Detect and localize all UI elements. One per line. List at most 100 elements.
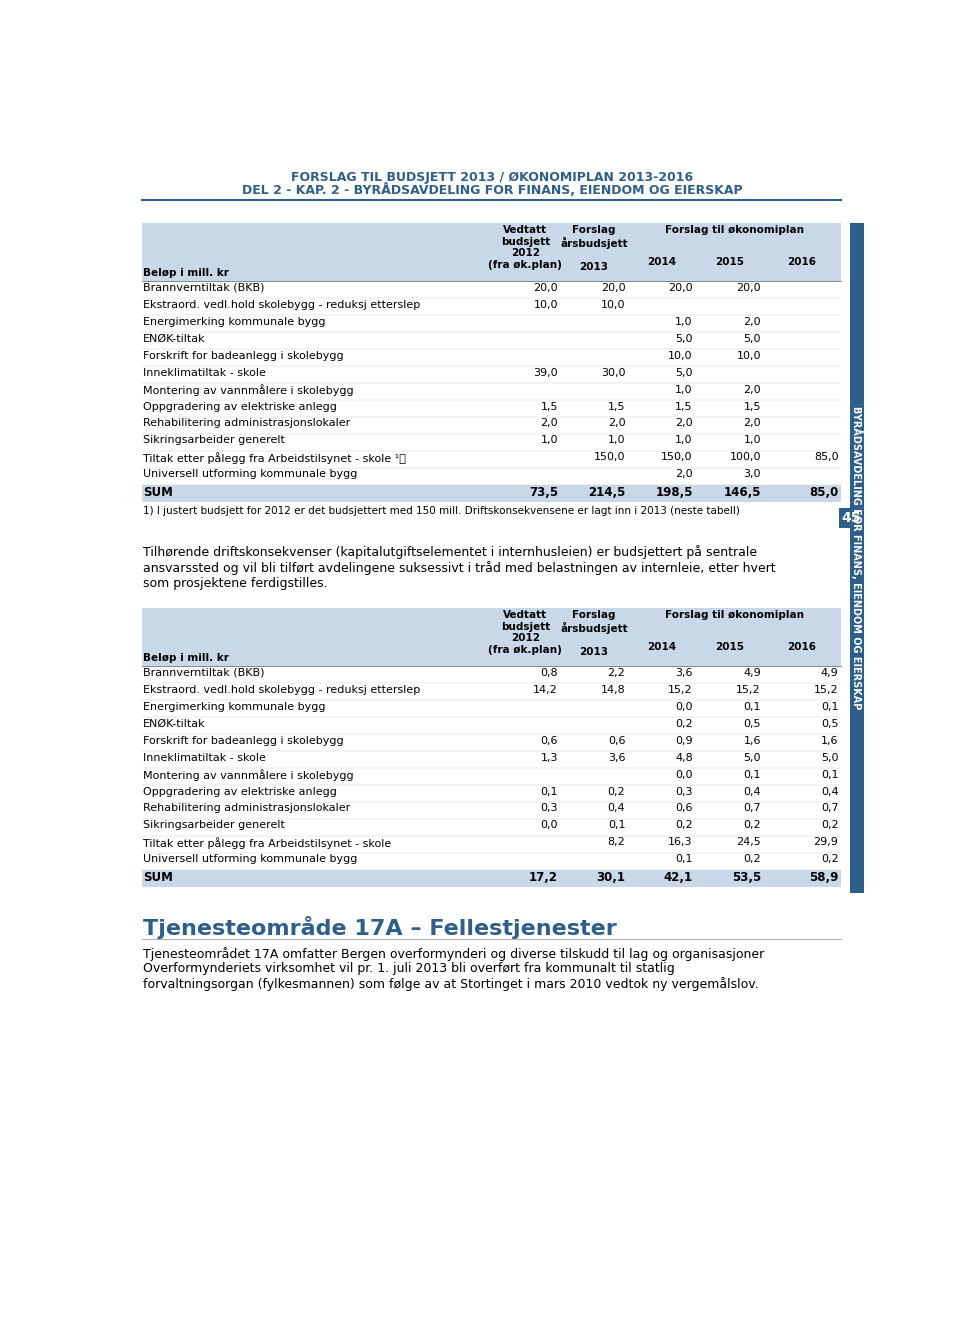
Text: Montering av vannmålere i skolebygg: Montering av vannmålere i skolebygg bbox=[143, 385, 354, 397]
Text: 2,0: 2,0 bbox=[743, 385, 761, 394]
Text: 0,2: 0,2 bbox=[675, 820, 693, 831]
Text: 30,0: 30,0 bbox=[601, 367, 625, 378]
Text: 20,0: 20,0 bbox=[533, 284, 558, 293]
Text: Rehabilitering administrasjonslokaler: Rehabilitering administrasjonslokaler bbox=[143, 418, 350, 429]
Text: 1,0: 1,0 bbox=[675, 385, 693, 394]
Text: 150,0: 150,0 bbox=[661, 453, 693, 462]
Text: Forslag til økonomiplan: Forslag til økonomiplan bbox=[664, 610, 804, 620]
Text: 1,6: 1,6 bbox=[743, 736, 761, 745]
Text: Tjenesteområdet 17A omfatter Bergen overformynderi og diverse tilskudd til lag o: Tjenesteområdet 17A omfatter Bergen over… bbox=[143, 946, 764, 961]
Text: Beløp i mill. kr: Beløp i mill. kr bbox=[143, 654, 229, 663]
Text: 2016: 2016 bbox=[787, 642, 817, 652]
Text: 1,5: 1,5 bbox=[675, 402, 693, 411]
Text: Brannverntiltak (BKB): Brannverntiltak (BKB) bbox=[143, 284, 265, 293]
Text: 2015: 2015 bbox=[714, 257, 744, 266]
Text: 0,7: 0,7 bbox=[743, 804, 761, 813]
Text: 0,2: 0,2 bbox=[821, 820, 838, 831]
Text: 0,3: 0,3 bbox=[675, 787, 693, 796]
Text: Inneklimatiltak - skole: Inneklimatiltak - skole bbox=[143, 367, 266, 378]
Text: 1,6: 1,6 bbox=[821, 736, 838, 745]
Text: Montering av vannmålere i skolebygg: Montering av vannmålere i skolebygg bbox=[143, 769, 354, 781]
Text: 45: 45 bbox=[842, 511, 861, 524]
Text: 20,0: 20,0 bbox=[601, 284, 625, 293]
Text: 0,5: 0,5 bbox=[821, 719, 838, 729]
Text: Vedtatt
budsjett
2012
(fra øk.plan): Vedtatt budsjett 2012 (fra øk.plan) bbox=[489, 225, 563, 270]
Text: Universell utforming kommunale bygg: Universell utforming kommunale bygg bbox=[143, 470, 358, 479]
Text: 2014: 2014 bbox=[647, 642, 676, 652]
Text: 85,0: 85,0 bbox=[814, 453, 838, 462]
Text: Energimerking kommunale bygg: Energimerking kommunale bygg bbox=[143, 317, 325, 327]
Text: 16,3: 16,3 bbox=[668, 837, 693, 848]
Text: Ekstraord. vedl.hold skolebygg - reduksj etterslep: Ekstraord. vedl.hold skolebygg - reduksj… bbox=[143, 685, 420, 695]
Text: 0,3: 0,3 bbox=[540, 804, 558, 813]
Text: 0,1: 0,1 bbox=[743, 769, 761, 780]
Text: 4,9: 4,9 bbox=[743, 668, 761, 677]
Text: Sikringsarbeider generelt: Sikringsarbeider generelt bbox=[143, 820, 285, 831]
Text: 5,0: 5,0 bbox=[743, 334, 761, 343]
Text: Brannverntiltak (BKB): Brannverntiltak (BKB) bbox=[143, 668, 265, 677]
Text: SUM: SUM bbox=[143, 872, 173, 884]
Text: 1,0: 1,0 bbox=[743, 435, 761, 446]
Text: 0,9: 0,9 bbox=[675, 736, 693, 745]
Text: 20,0: 20,0 bbox=[736, 284, 761, 293]
Text: Oppgradering av elektriske anlegg: Oppgradering av elektriske anlegg bbox=[143, 402, 337, 411]
Text: 29,9: 29,9 bbox=[813, 837, 838, 848]
Text: 1,0: 1,0 bbox=[540, 435, 558, 446]
Text: Forslag
årsbudsjett

2013: Forslag årsbudsjett 2013 bbox=[560, 225, 628, 273]
Text: 3,0: 3,0 bbox=[743, 470, 761, 479]
Text: 214,5: 214,5 bbox=[588, 486, 625, 499]
Text: 100,0: 100,0 bbox=[730, 453, 761, 462]
Text: 15,2: 15,2 bbox=[668, 685, 693, 695]
Text: Ekstraord. vedl.hold skolebygg - reduksj etterslep: Ekstraord. vedl.hold skolebygg - reduksj… bbox=[143, 299, 420, 310]
Text: Beløp i mill. kr: Beløp i mill. kr bbox=[143, 269, 229, 278]
Text: 1,3: 1,3 bbox=[540, 752, 558, 763]
Text: 73,5: 73,5 bbox=[529, 486, 558, 499]
Text: Vedtatt
budsjett
2012
(fra øk.plan): Vedtatt budsjett 2012 (fra øk.plan) bbox=[489, 610, 563, 655]
Text: 2,0: 2,0 bbox=[743, 418, 761, 429]
Text: 53,5: 53,5 bbox=[732, 872, 761, 884]
Text: 146,5: 146,5 bbox=[724, 486, 761, 499]
Text: 0,2: 0,2 bbox=[608, 787, 625, 796]
Text: 0,5: 0,5 bbox=[743, 719, 761, 729]
Text: Tjenesteområde 17A – Fellestjenester: Tjenesteområde 17A – Fellestjenester bbox=[143, 916, 617, 938]
Text: 0,1: 0,1 bbox=[821, 769, 838, 780]
Text: 3,6: 3,6 bbox=[675, 668, 693, 677]
Text: 0,1: 0,1 bbox=[540, 787, 558, 796]
Text: 0,6: 0,6 bbox=[540, 736, 558, 745]
Text: Forskrift for badeanlegg i skolebygg: Forskrift for badeanlegg i skolebygg bbox=[143, 736, 344, 745]
Text: Tiltak etter pålegg fra Arbeidstilsynet - skole: Tiltak etter pålegg fra Arbeidstilsynet … bbox=[143, 837, 392, 849]
Text: 4,8: 4,8 bbox=[675, 752, 693, 763]
Text: 10,0: 10,0 bbox=[601, 299, 625, 310]
Text: 10,0: 10,0 bbox=[736, 350, 761, 361]
Text: 0,0: 0,0 bbox=[675, 701, 693, 712]
Text: 1,0: 1,0 bbox=[608, 435, 625, 446]
Text: Overformynderiets virksomhet vil pr. 1. juli 2013 bli overført fra kommunalt til: Overformynderiets virksomhet vil pr. 1. … bbox=[143, 962, 758, 992]
Text: Forslag
årsbudsjett

2013: Forslag årsbudsjett 2013 bbox=[560, 610, 628, 658]
Text: 0,1: 0,1 bbox=[821, 701, 838, 712]
Text: Forslag til økonomiplan: Forslag til økonomiplan bbox=[664, 225, 804, 236]
Text: 42,1: 42,1 bbox=[663, 872, 693, 884]
Text: 1) I justert budsjett for 2012 er det budsjettert med 150 mill. Driftskonsekvens: 1) I justert budsjett for 2012 er det bu… bbox=[143, 506, 740, 516]
Text: 15,2: 15,2 bbox=[814, 685, 838, 695]
Text: 0,1: 0,1 bbox=[743, 701, 761, 712]
Text: Tilhørende driftskonsekvenser (kapitalutgiftselementet i internhusleien) er buds: Tilhørende driftskonsekvenser (kapitalut… bbox=[143, 544, 776, 590]
Text: 5,0: 5,0 bbox=[675, 367, 693, 378]
FancyBboxPatch shape bbox=[142, 222, 841, 281]
Text: Inneklimatiltak - skole: Inneklimatiltak - skole bbox=[143, 752, 266, 763]
Text: 17,2: 17,2 bbox=[529, 872, 558, 884]
Text: Rehabilitering administrasjonslokaler: Rehabilitering administrasjonslokaler bbox=[143, 804, 350, 813]
Text: 2015: 2015 bbox=[714, 642, 744, 652]
Text: 1,5: 1,5 bbox=[608, 402, 625, 411]
Text: Oppgradering av elektriske anlegg: Oppgradering av elektriske anlegg bbox=[143, 787, 337, 796]
Text: 58,9: 58,9 bbox=[809, 872, 838, 884]
Text: 0,2: 0,2 bbox=[743, 820, 761, 831]
Text: 1,5: 1,5 bbox=[540, 402, 558, 411]
FancyBboxPatch shape bbox=[142, 869, 841, 886]
Text: 5,0: 5,0 bbox=[675, 334, 693, 343]
Text: DEL 2 - KAP. 2 - BYRÅDSAVDELING FOR FINANS, EIENDOM OG EIERSKAP: DEL 2 - KAP. 2 - BYRÅDSAVDELING FOR FINA… bbox=[242, 182, 742, 197]
Text: 24,5: 24,5 bbox=[736, 837, 761, 848]
Text: 2,0: 2,0 bbox=[540, 418, 558, 429]
Text: 4,9: 4,9 bbox=[821, 668, 838, 677]
FancyBboxPatch shape bbox=[142, 608, 841, 666]
Text: 5,0: 5,0 bbox=[821, 752, 838, 763]
